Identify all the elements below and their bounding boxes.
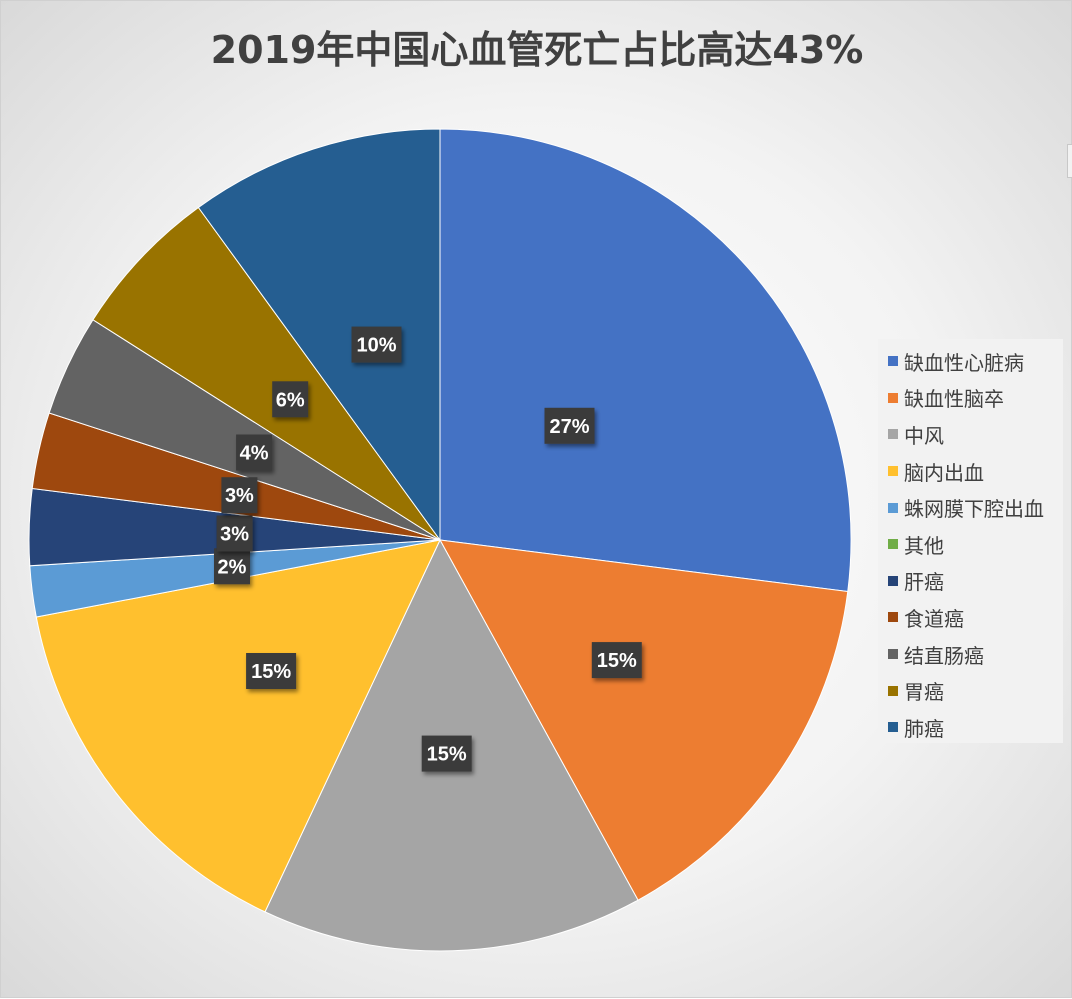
legend-label: 食道癌 xyxy=(904,606,964,631)
legend-item: 食道癌 xyxy=(878,599,1063,636)
data-label-box xyxy=(351,326,402,363)
legend-item: 缺血性脑卒 xyxy=(878,380,1063,417)
legend-item: 中风 xyxy=(878,416,1063,453)
data-label-box xyxy=(214,548,250,585)
legend-swatch xyxy=(888,612,898,623)
data-label-box xyxy=(421,735,472,772)
legend-swatch xyxy=(888,466,898,477)
data-label-text: 2% xyxy=(218,556,247,578)
data-label: 15% xyxy=(246,653,297,689)
data-labels: 27% 15% 15% 15% 2% 3% 3% 4% 6% 10% xyxy=(214,326,642,772)
pie-slice xyxy=(439,539,849,901)
data-label-text: 6% xyxy=(276,389,305,411)
legend-item: 其他 xyxy=(878,526,1063,563)
data-label-text: 15% xyxy=(427,744,467,766)
pie-slices xyxy=(28,128,852,952)
data-label-text: 3% xyxy=(225,485,254,507)
legend-item: 结直肠癌 xyxy=(878,636,1063,673)
data-label: 3% xyxy=(221,477,258,514)
legend-item: 肺癌 xyxy=(878,709,1063,746)
legend-item: 肝癌 xyxy=(878,563,1063,600)
legend-swatch xyxy=(888,722,898,733)
legend-item: 缺血性心脏病 xyxy=(878,343,1063,380)
data-label-box xyxy=(544,407,595,444)
legend-label: 肺癌 xyxy=(904,716,944,741)
pie-slice xyxy=(35,539,441,913)
data-label-box xyxy=(221,477,258,514)
data-label: 3% xyxy=(216,515,253,552)
legend-label: 蛛网膜下腔出血 xyxy=(904,497,1044,522)
data-label-text: 15% xyxy=(597,650,637,672)
legend: 缺血性心脏病 缺血性脑卒中风脑内出血蛛网膜下腔出血 其他肝癌食道癌结直肠癌胃癌肺癌 xyxy=(878,339,1063,743)
legend-swatch xyxy=(888,575,898,586)
data-label-text: 4% xyxy=(240,443,269,465)
data-label-box xyxy=(591,642,642,679)
data-label-text: 3% xyxy=(220,524,249,546)
chart-title: 2019年中国心血管死亡占比高达43% xyxy=(210,28,864,72)
legend-swatch xyxy=(888,649,898,660)
pie-slice xyxy=(197,128,441,542)
legend-swatch xyxy=(888,685,898,696)
legend-label: 其他 xyxy=(904,533,944,558)
data-label-box xyxy=(216,515,253,552)
data-label: 4% xyxy=(236,434,273,471)
legend-label: 缺血性脑卒 xyxy=(904,387,1004,412)
pie-slice xyxy=(439,128,852,593)
data-label: 15% xyxy=(591,642,642,679)
data-label-box xyxy=(236,434,273,471)
data-label: 27% xyxy=(544,407,595,444)
legend-label: 肝癌 xyxy=(904,570,944,595)
data-label: 10% xyxy=(351,326,402,363)
data-label: 2% xyxy=(214,548,250,585)
legend-label: 脑内出血 xyxy=(904,460,984,485)
pie-slice xyxy=(92,206,441,541)
legend-label: 中风 xyxy=(904,423,944,448)
legend-swatch xyxy=(888,356,898,367)
data-label-box xyxy=(246,653,297,689)
data-label-text: 10% xyxy=(356,335,396,357)
legend-swatch xyxy=(888,392,898,403)
data-label-text: 15% xyxy=(251,661,291,683)
data-label: 15% xyxy=(421,735,472,772)
legend-label: 胃癌 xyxy=(904,680,944,705)
legend-swatch xyxy=(888,429,898,440)
data-label: 6% xyxy=(272,381,309,418)
legend-label: 缺血性心脏病 xyxy=(904,350,1024,375)
resize-handle[interactable] xyxy=(1067,144,1072,178)
legend-label: 结直肠癌 xyxy=(904,643,984,668)
legend-item: 蛛网膜下腔出血 xyxy=(878,489,1063,526)
data-label-text: 27% xyxy=(549,416,589,438)
legend-item: 脑内出血 xyxy=(878,453,1063,490)
legend-swatch xyxy=(888,502,898,513)
legend-item: 胃癌 xyxy=(878,672,1063,709)
data-label-box xyxy=(272,381,309,418)
legend-swatch xyxy=(888,539,898,550)
